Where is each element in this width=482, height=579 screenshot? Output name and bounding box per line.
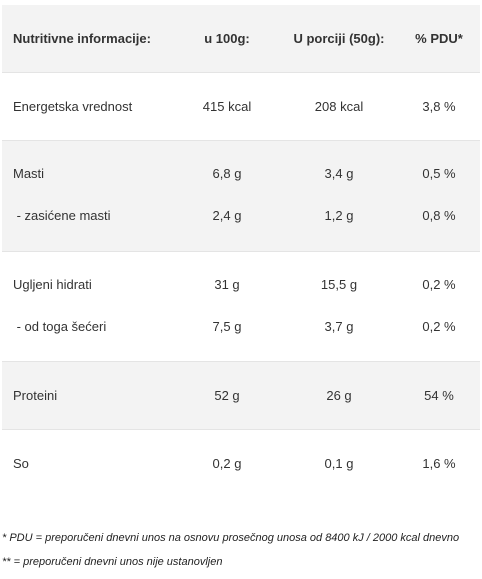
row-pdu: 3,8 % xyxy=(422,98,456,114)
footnote-not-established: ** = preporučeni dnevni unos nije ustano… xyxy=(2,556,223,568)
table-row: - zasićene masti 2,4 g 1,2 g 0,8 % xyxy=(2,195,480,237)
table-row-group: Masti 6,8 g 3,4 g 0,5 % - zasićene masti… xyxy=(2,141,480,252)
row-portion: 1,2 g xyxy=(324,208,354,223)
row-pdu: 1,6 % xyxy=(422,456,456,471)
table-row: - od toga šećeri 7,5 g 3,7 g 0,2 % xyxy=(2,306,480,348)
table-row: So 0,2 g 0,1 g 1,6 % xyxy=(2,430,480,498)
row-label: Energetska vrednost xyxy=(13,98,133,114)
header-nutrition-info: Nutritivne informacije: xyxy=(13,30,151,46)
row-per-100g: 2,4 g xyxy=(212,208,242,223)
row-per-100g: 0,2 g xyxy=(212,456,242,471)
table-row: Masti 6,8 g 3,4 g 0,5 % xyxy=(2,153,480,195)
row-portion: 208 kcal xyxy=(314,98,364,114)
table-row-group: Ugljeni hidrati 31 g 15,5 g 0,2 % - od t… xyxy=(2,252,480,362)
row-label: - zasićene masti xyxy=(13,208,111,223)
row-per-100g: 415 kcal xyxy=(202,98,252,114)
row-label: Masti xyxy=(13,166,45,181)
nutrition-table: Nutritivne informacije: u 100g: U porcij… xyxy=(2,5,480,498)
row-label: - od toga šećeri xyxy=(13,319,107,334)
footnote-pdu: * PDU = preporučeni dnevni unos na osnov… xyxy=(2,532,460,544)
row-pdu: 0,8 % xyxy=(422,208,456,223)
row-portion: 0,1 g xyxy=(324,456,354,471)
table-header: Nutritivne informacije: u 100g: U porcij… xyxy=(2,5,480,73)
row-per-100g: 52 g xyxy=(214,387,240,403)
row-label: Ugljeni hidrati xyxy=(13,277,92,292)
row-portion: 3,7 g xyxy=(324,319,354,334)
row-pdu: 54 % xyxy=(424,387,454,403)
row-label: So xyxy=(13,456,29,471)
row-pdu: 0,2 % xyxy=(422,319,456,334)
table-row: Proteini 52 g 26 g 54 % xyxy=(2,362,480,430)
header-per-100g: u 100g: xyxy=(204,30,250,46)
table-row: Energetska vrednost 415 kcal 208 kcal 3,… xyxy=(2,73,480,141)
row-label: Proteini xyxy=(13,387,58,403)
row-per-100g: 31 g xyxy=(214,277,240,292)
header-pdu: % PDU* xyxy=(415,30,463,46)
table-row: Ugljeni hidrati 31 g 15,5 g 0,2 % xyxy=(2,264,480,306)
row-pdu: 0,5 % xyxy=(422,166,456,181)
header-per-portion: U porciji (50g): xyxy=(293,30,385,46)
row-per-100g: 7,5 g xyxy=(212,319,242,334)
row-pdu: 0,2 % xyxy=(422,277,456,292)
row-per-100g: 6,8 g xyxy=(212,166,242,181)
row-portion: 26 g xyxy=(326,387,352,403)
row-portion: 15,5 g xyxy=(320,277,358,292)
footnotes: * PDU = preporučeni dnevni unos na osnov… xyxy=(2,531,459,579)
row-portion: 3,4 g xyxy=(324,166,354,181)
